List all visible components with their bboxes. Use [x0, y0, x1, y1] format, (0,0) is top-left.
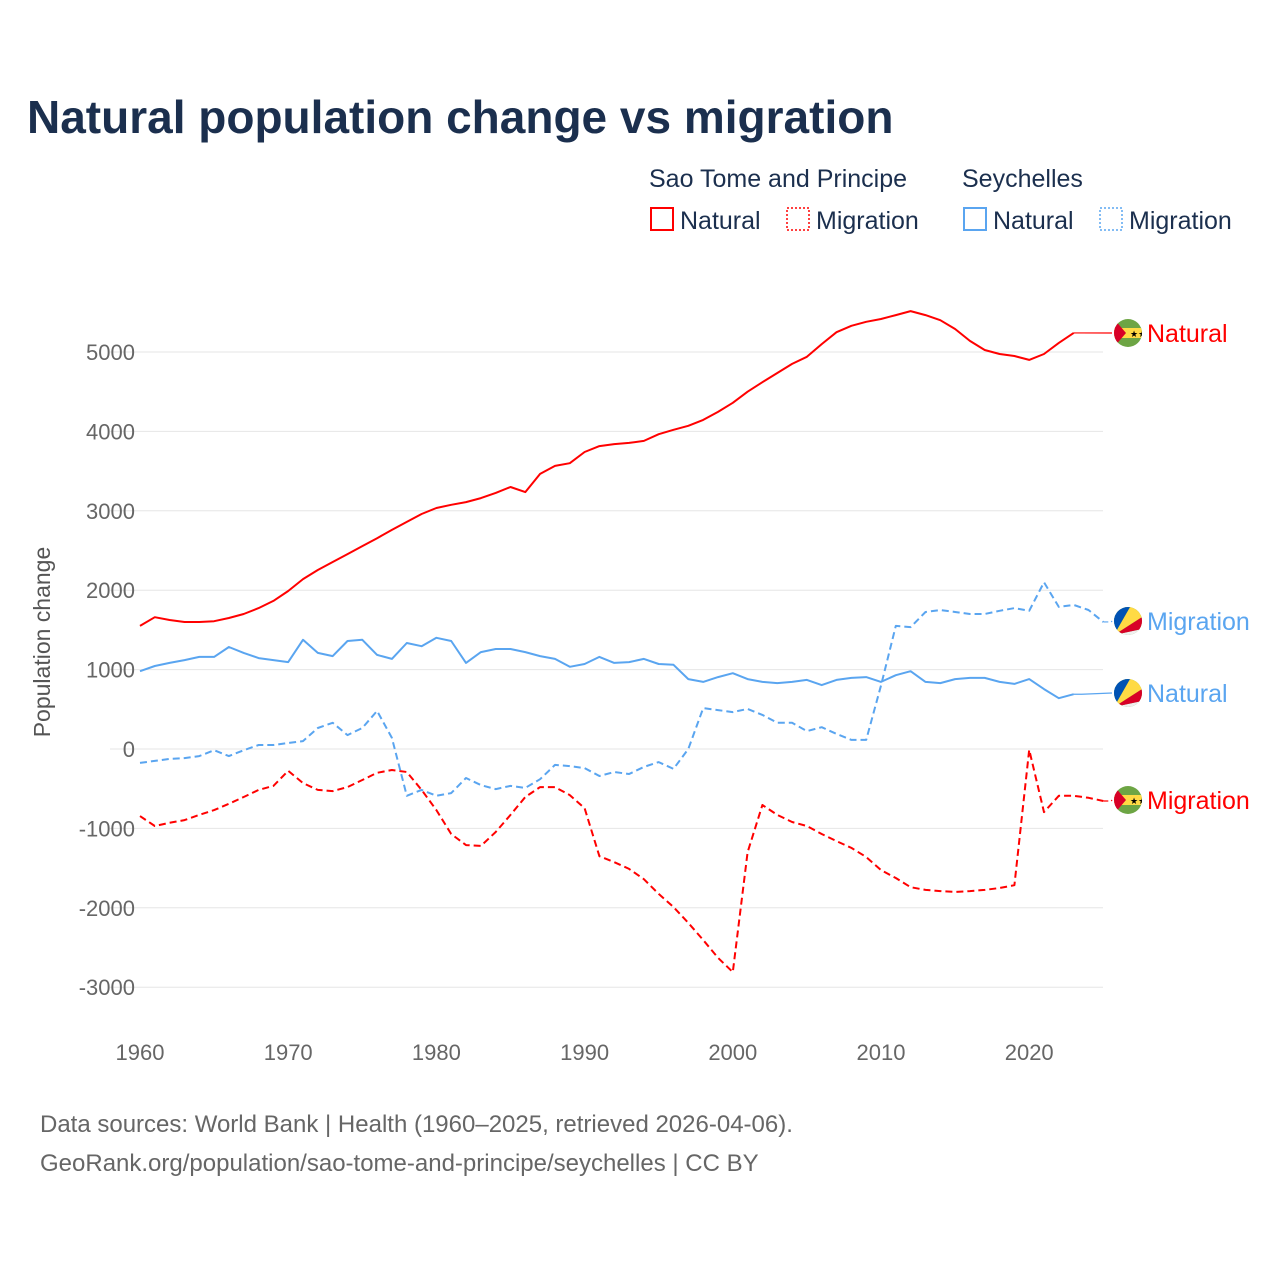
chart-title: Natural population change vs migration [27, 91, 893, 143]
y-axis: -3000 -2000 -1000 0 1000 2000 3000 4000 5000 [79, 340, 135, 1000]
legend-swatch-dotted [1099, 207, 1123, 231]
x-tick-label: 1970 [264, 1040, 313, 1065]
label-connector [1103, 799, 1113, 802]
y-tick-label: -3000 [79, 975, 135, 1000]
source-line-1: Data sources: World Bank | Health (1960–… [40, 1111, 793, 1138]
series-end-label: Natural [1147, 320, 1228, 348]
x-tick-label: 1980 [412, 1040, 461, 1065]
y-tick-label: 2000 [86, 578, 135, 603]
legend-item[interactable]: Migration [1129, 207, 1232, 235]
x-tick-label: 1960 [116, 1040, 165, 1065]
x-tick-label: 2010 [857, 1040, 906, 1065]
y-tick-label: 5000 [86, 340, 135, 365]
series-line[interactable] [139, 748, 1104, 974]
series [139, 310, 1104, 974]
series-line[interactable] [139, 636, 1074, 700]
legend-item[interactable]: Natural [993, 207, 1074, 235]
source-line-2[interactable]: GeoRank.org/population/sao-tome-and-prin… [40, 1150, 759, 1177]
seychelles-flag-icon [1114, 679, 1142, 707]
label-connector [1073, 692, 1113, 695]
legend-item[interactable]: Migration [816, 207, 919, 235]
legend-swatch-dotted [786, 207, 810, 231]
series-end-label: Migration [1147, 608, 1250, 636]
legend: Sao Tome and Principe Seychelles Natural… [649, 165, 1232, 235]
y-tick-label: -1000 [79, 816, 135, 841]
legend-swatch-solid [963, 207, 987, 231]
label-connector [1103, 620, 1113, 623]
series-end-label: Migration [1147, 787, 1250, 815]
x-tick-label: 2000 [708, 1040, 757, 1065]
seychelles-flag-icon [1114, 607, 1142, 635]
x-tick-label: 1990 [560, 1040, 609, 1065]
series-line[interactable] [139, 310, 1075, 627]
sao-tome-and-principe-flag-icon: ★★ [1114, 319, 1146, 347]
legend-group-title: Sao Tome and Principe [649, 165, 907, 193]
x-tick-label: 2020 [1005, 1040, 1054, 1065]
y-tick-label: 3000 [86, 499, 135, 524]
legend-item[interactable]: Natural [680, 207, 761, 235]
y-tick-label: 4000 [86, 419, 135, 444]
x-axis: 1960 1970 1980 1990 2000 2010 2020 [116, 1040, 1054, 1065]
sao-tome-and-principe-flag-icon: ★★ [1114, 786, 1146, 814]
y-tick-label: 0 [123, 737, 135, 762]
y-tick-label: 1000 [86, 658, 135, 683]
y-tick-label: -2000 [79, 896, 135, 921]
legend-swatch-solid [650, 207, 674, 231]
series-end-label: Natural [1147, 680, 1228, 708]
series-line[interactable] [139, 581, 1104, 797]
legend-group-title: Seychelles [962, 165, 1083, 193]
svg-text:★★: ★★ [1130, 796, 1146, 806]
y-axis-label: Population change [29, 547, 55, 738]
svg-text:★★: ★★ [1130, 329, 1146, 339]
grid [110, 351, 1103, 988]
